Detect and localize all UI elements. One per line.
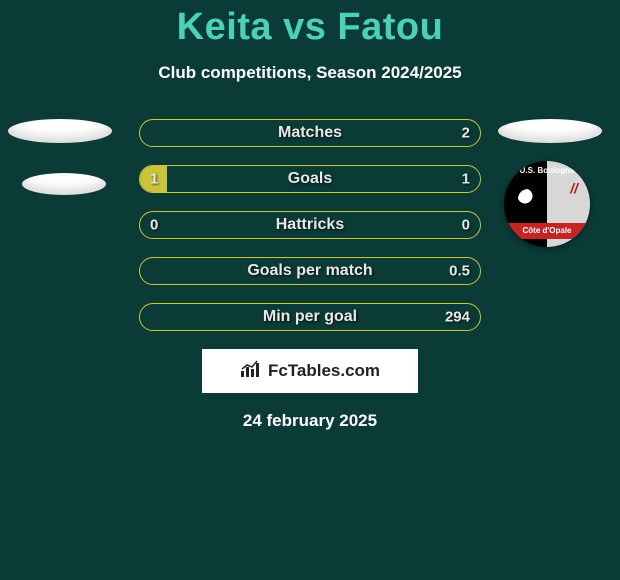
stat-label: Min per goal — [140, 308, 480, 326]
subtitle: Club competitions, Season 2024/2025 — [0, 63, 620, 83]
stat-row: 1Goals1 — [139, 165, 481, 193]
avatar-placeholder-right-1 — [498, 119, 602, 143]
stat-value-right: 0.5 — [449, 263, 470, 280]
stat-value-right: 2 — [462, 125, 470, 142]
club-badge: U.S. Boulogne // Côte d'Opale — [504, 161, 590, 247]
stat-row: Min per goal294 — [139, 303, 481, 331]
club-badge-band-text: Côte d'Opale — [504, 223, 590, 239]
comparison-content: U.S. Boulogne // Côte d'Opale Matches21G… — [0, 119, 620, 431]
stat-value-right: 0 — [462, 217, 470, 234]
stat-row: 0Hattricks0 — [139, 211, 481, 239]
stat-value-right: 1 — [462, 171, 470, 188]
stat-row: Goals per match0.5 — [139, 257, 481, 285]
stat-value-left: 1 — [150, 171, 158, 188]
avatar-placeholder-left-2 — [22, 173, 106, 195]
page-title: Keita vs Fatou — [0, 0, 620, 49]
stat-value-right: 294 — [445, 309, 470, 326]
stat-label: Hattricks — [140, 216, 480, 234]
stat-row: Matches2 — [139, 119, 481, 147]
stat-label: Matches — [140, 124, 480, 142]
date: 24 february 2025 — [0, 411, 620, 431]
club-badge-ball-icon — [518, 189, 538, 209]
player-right-badges: U.S. Boulogne // Côte d'Opale — [498, 119, 602, 247]
stat-value-left: 0 — [150, 217, 158, 234]
chart-icon — [240, 360, 262, 383]
stat-label: Goals per match — [140, 262, 480, 280]
player-left-badges — [8, 119, 112, 195]
brand-box[interactable]: FcTables.com — [202, 349, 418, 393]
brand-text: FcTables.com — [268, 361, 380, 381]
avatar-placeholder-left-1 — [8, 119, 112, 143]
stat-label: Goals — [140, 170, 480, 188]
stat-rows: Matches2 1Goals1 0Hattricks0 Goals per matc… — [139, 119, 481, 331]
club-badge-top-text: U.S. Boulogne — [504, 166, 590, 175]
club-badge-marks-icon: // — [570, 183, 578, 193]
